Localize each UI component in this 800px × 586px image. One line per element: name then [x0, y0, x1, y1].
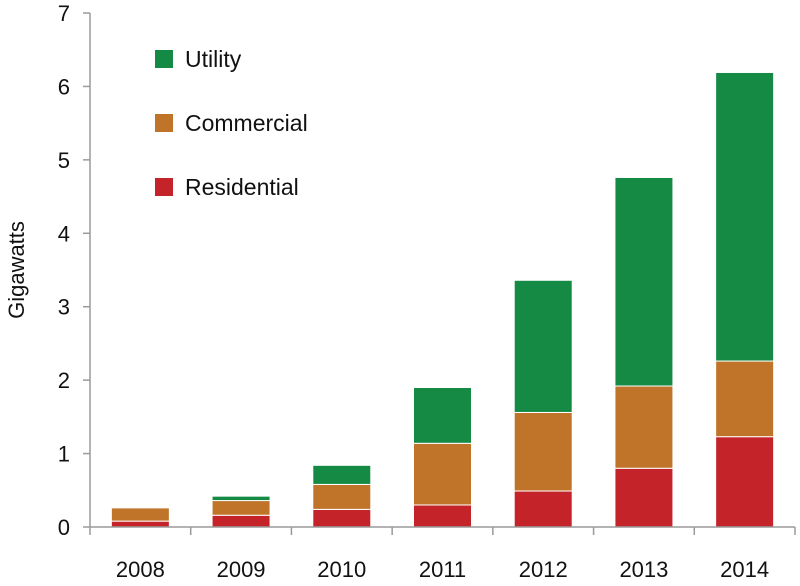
bar-segment-commercial-2012 [513, 411, 573, 492]
bar-segment-commercial-2010 [312, 483, 372, 510]
bar-segment-residential-2013 [614, 467, 674, 528]
bar-segment-commercial-2008 [110, 507, 170, 522]
y-tick-label: 4 [58, 221, 70, 246]
bar-segment-commercial-2009 [211, 500, 271, 516]
bar-segment-commercial-2013 [614, 385, 674, 469]
legend-label-commercial: Commercial [185, 110, 308, 136]
bar-segment-residential-2011 [413, 504, 472, 528]
bar-segment-residential-2010 [312, 508, 372, 528]
legend-label-residential: Residential [185, 174, 299, 200]
legend-swatch-commercial [155, 114, 173, 132]
legend: Utility Commercial Residential [155, 46, 308, 200]
x-tick-label: 2011 [419, 557, 466, 582]
legend-swatch-utility [155, 50, 173, 68]
x-tick-label: 2008 [116, 557, 165, 582]
x-tick-label: 2012 [519, 557, 568, 582]
y-axis-title: Gigawatts [4, 221, 29, 319]
bar-segment-utility-2010 [312, 464, 372, 485]
y-tick-label: 5 [58, 148, 70, 173]
y-axis: 0 1 2 3 4 5 6 7 [58, 1, 91, 540]
bar-segment-utility-2014 [715, 71, 775, 362]
bar-segment-residential-2008 [110, 520, 170, 528]
bar-segment-commercial-2011 [413, 442, 472, 506]
bar-segment-utility-2012 [513, 279, 573, 413]
bar-segment-commercial-2014 [715, 360, 775, 438]
legend-swatch-residential [155, 178, 173, 196]
y-tick-label: 3 [58, 295, 70, 320]
y-tick-label: 1 [58, 442, 70, 467]
y-tick-label: 6 [58, 74, 70, 99]
x-tick-label: 2010 [317, 557, 366, 582]
y-tick-label: 2 [58, 368, 70, 393]
x-tick-label: 2014 [720, 557, 769, 582]
bar-segment-residential-2009 [211, 514, 271, 528]
bars-group [110, 71, 775, 528]
x-tick-label: 2013 [619, 557, 668, 582]
bar-segment-residential-2012 [513, 490, 573, 528]
y-tick-label: 7 [58, 1, 70, 26]
x-tick-label: 2009 [217, 557, 266, 582]
legend-label-utility: Utility [185, 46, 242, 72]
bar-segment-residential-2014 [715, 436, 775, 528]
x-axis: 2008 2009 2010 2011 2012 2013 2014 [89, 526, 796, 582]
bar-segment-utility-2011 [413, 386, 472, 444]
bar-segment-utility-2013 [614, 176, 674, 387]
bar-segment-utility-2009 [211, 495, 271, 502]
y-tick-label: 0 [58, 515, 70, 540]
